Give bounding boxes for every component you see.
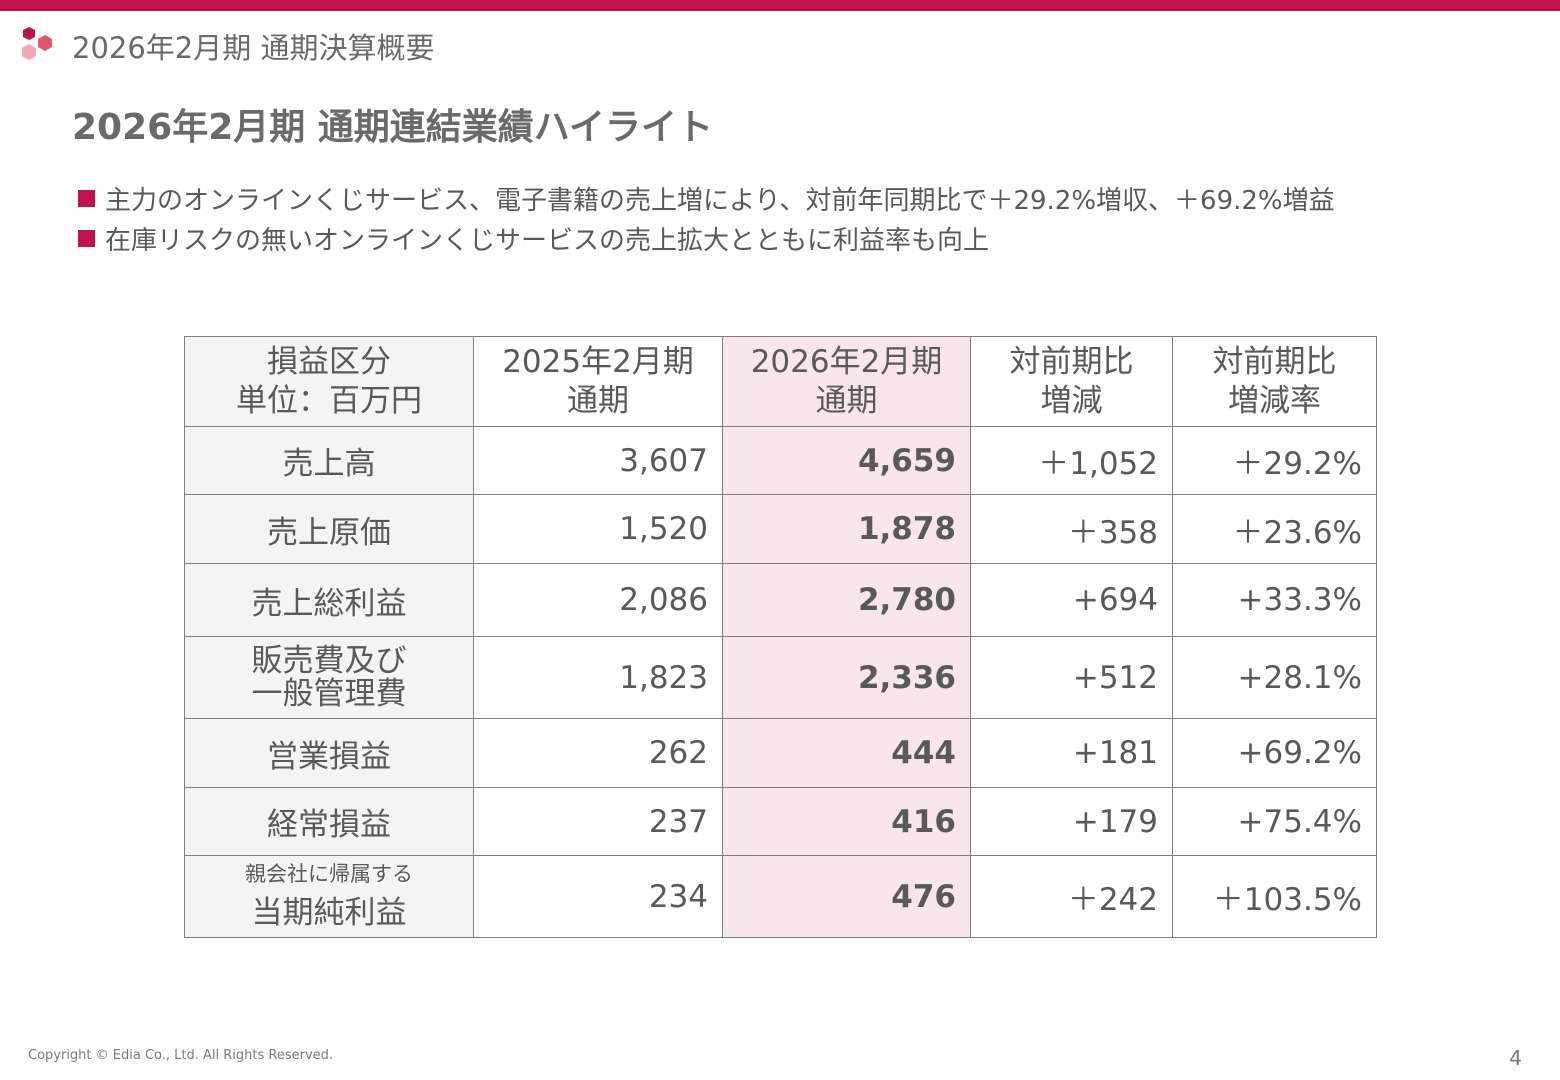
diff-value: ＋242 [970,855,1173,938]
rate-value: +33.3% [1172,563,1377,637]
diff-value: +181 [970,718,1173,788]
header-current-year: 2026年2月期 通期 [722,336,971,427]
row-label: 売上総利益 [184,563,474,637]
prev-value: 1,520 [473,494,723,564]
curr-value: 2,336 [722,636,971,719]
rate-value: +75.4% [1172,787,1377,856]
bullet-text: 主力のオンラインくじサービス、電子書籍の売上増により、対前年同期比で＋29.2%… [105,185,1335,216]
table-row: 営業損益 262 444 +181 +69.2% [184,718,1377,788]
highlight-bullets: 主力のオンラインくじサービス、電子書籍の売上増により、対前年同期比で＋29.2%… [78,178,1335,258]
prev-value: 3,607 [473,426,723,495]
hexagon-logo-icon [22,27,52,60]
rate-value: ＋29.2% [1172,426,1377,495]
diff-value: ＋358 [970,494,1173,564]
header-line: 単位：百万円 [236,382,422,419]
diff-value: +694 [970,563,1173,637]
diff-value: ＋1,052 [970,426,1173,495]
header-category: 損益区分 単位：百万円 [184,336,474,427]
row-label-line: 当期純利益 [251,895,407,931]
row-label: 経常損益 [184,787,474,856]
header-line: 対前期比 [1212,343,1337,380]
header-line: 通期 [815,382,878,419]
rate-value: +69.2% [1172,718,1377,788]
bullet-square-icon [78,229,95,247]
prev-value: 234 [473,855,723,938]
prev-value: 2,086 [473,563,723,637]
header-line: 2025年2月期 [502,343,694,380]
table-row: 経常損益 237 416 +179 +75.4% [184,787,1377,856]
row-label: 営業損益 [184,718,474,788]
header-yoy-rate: 対前期比 増減率 [1172,336,1377,427]
table-row: 売上原価 1,520 1,878 ＋358 ＋23.6% [184,494,1377,564]
header-line: 損益区分 [267,343,391,380]
header-prev-year: 2025年2月期 通期 [473,336,723,427]
rate-value: ＋103.5% [1172,855,1377,938]
rate-value: ＋23.6% [1172,494,1377,564]
header-yoy-change: 対前期比 増減 [970,336,1173,427]
rate-value: +28.1% [1172,636,1377,719]
bullet-square-icon [78,189,95,207]
diff-value: +512 [970,636,1173,719]
row-label-line: 親会社に帰属する [245,862,413,886]
header-line: 増減 [1040,382,1103,419]
row-label: 売上高 [184,426,474,495]
table-row: 親会社に帰属する 当期純利益 234 476 ＋242 ＋103.5% [184,855,1377,938]
prev-value: 237 [473,787,723,856]
bullet-text: 在庫リスクの無いオンラインくじサービスの売上拡大とともに利益率も向上 [105,225,990,256]
row-label: 販売費及び 一般管理費 [184,636,474,719]
pl-summary-table: 損益区分 単位：百万円 2025年2月期 通期 2026年2月期 通期 対前期比… [184,336,1377,938]
curr-value: 4,659 [722,426,971,495]
curr-value: 2,780 [722,563,971,637]
bullet-item: 在庫リスクの無いオンラインくじサービスの売上拡大とともに利益率も向上 [78,218,1335,258]
table-row: 販売費及び 一般管理費 1,823 2,336 +512 +28.1% [184,636,1377,719]
table-header-row: 損益区分 単位：百万円 2025年2月期 通期 2026年2月期 通期 対前期比… [184,336,1377,427]
header-line: 増減率 [1228,382,1321,419]
page-number: 4 [1509,1046,1522,1070]
header-line: 2026年2月期 [750,343,943,380]
table-row: 売上高 3,607 4,659 ＋1,052 ＋29.2% [184,426,1377,495]
bullet-item: 主力のオンラインくじサービス、電子書籍の売上増により、対前年同期比で＋29.2%… [78,178,1335,218]
row-label: 親会社に帰属する 当期純利益 [184,855,474,938]
curr-value: 416 [722,787,971,856]
header-line: 通期 [567,382,629,419]
row-label-line: 一般管理費 [251,675,407,712]
curr-value: 444 [722,718,971,788]
table-row: 売上総利益 2,086 2,780 +694 +33.3% [184,563,1377,637]
header-title: 2026年2月期 通期決算概要 [72,31,435,65]
curr-value: 1,878 [722,494,971,564]
top-accent-bar [0,0,1560,11]
copyright-notice: Copyright © Edia Co., Ltd. All Rights Re… [28,1048,334,1063]
slide-title: 2026年2月期 通期連結業績ハイライト [72,107,714,148]
row-label: 売上原価 [184,494,474,564]
curr-value: 476 [722,855,971,938]
prev-value: 1,823 [473,636,723,719]
diff-value: +179 [970,787,1173,856]
header-line: 対前期比 [1009,343,1134,380]
prev-value: 262 [473,718,723,788]
row-label-line: 販売費及び [251,642,407,679]
